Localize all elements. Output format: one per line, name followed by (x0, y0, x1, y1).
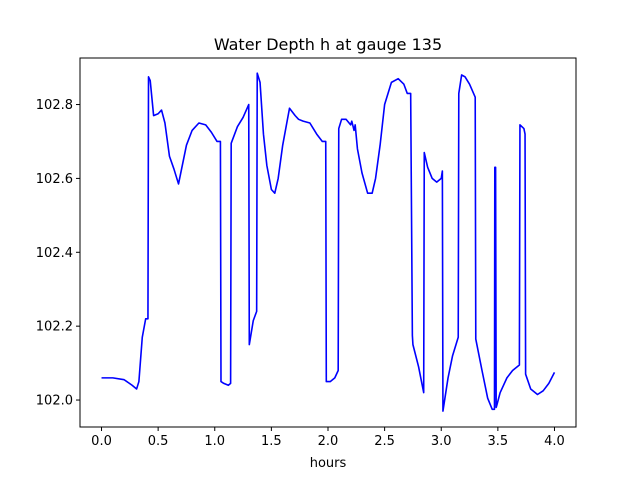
x-tick-label: 1.5 (261, 434, 282, 449)
x-tick-label: 0.5 (148, 434, 169, 449)
plot-area (101, 72, 556, 412)
x-tick-label: 0.0 (91, 434, 112, 449)
chart-title: Water Depth h at gauge 135 (214, 35, 442, 54)
x-tick-label: 1.0 (204, 434, 225, 449)
x-tick-label: 3.0 (431, 434, 452, 449)
x-tick-label: 4.0 (544, 434, 565, 449)
y-tick-label: 102.2 (36, 320, 73, 335)
axes-frame (79, 57, 577, 428)
x-axis-ticks: 0.0 0.5 1.0 1.5 2.0 2.5 3.0 3.5 4.0 (91, 427, 565, 449)
y-tick-label: 102.6 (36, 172, 73, 187)
x-tick-label: 2.0 (318, 434, 339, 449)
y-tick-label: 102.0 (36, 394, 73, 409)
y-tick-label: 102.4 (36, 246, 73, 261)
series-line-0 (101, 72, 556, 412)
x-axis-label: hours (310, 456, 347, 471)
y-tick-label: 102.8 (36, 98, 73, 113)
x-tick-label: 3.5 (488, 434, 509, 449)
x-tick-label: 2.5 (374, 434, 395, 449)
y-axis-ticks: 102.0 102.2 102.4 102.6 102.8 (36, 98, 80, 409)
